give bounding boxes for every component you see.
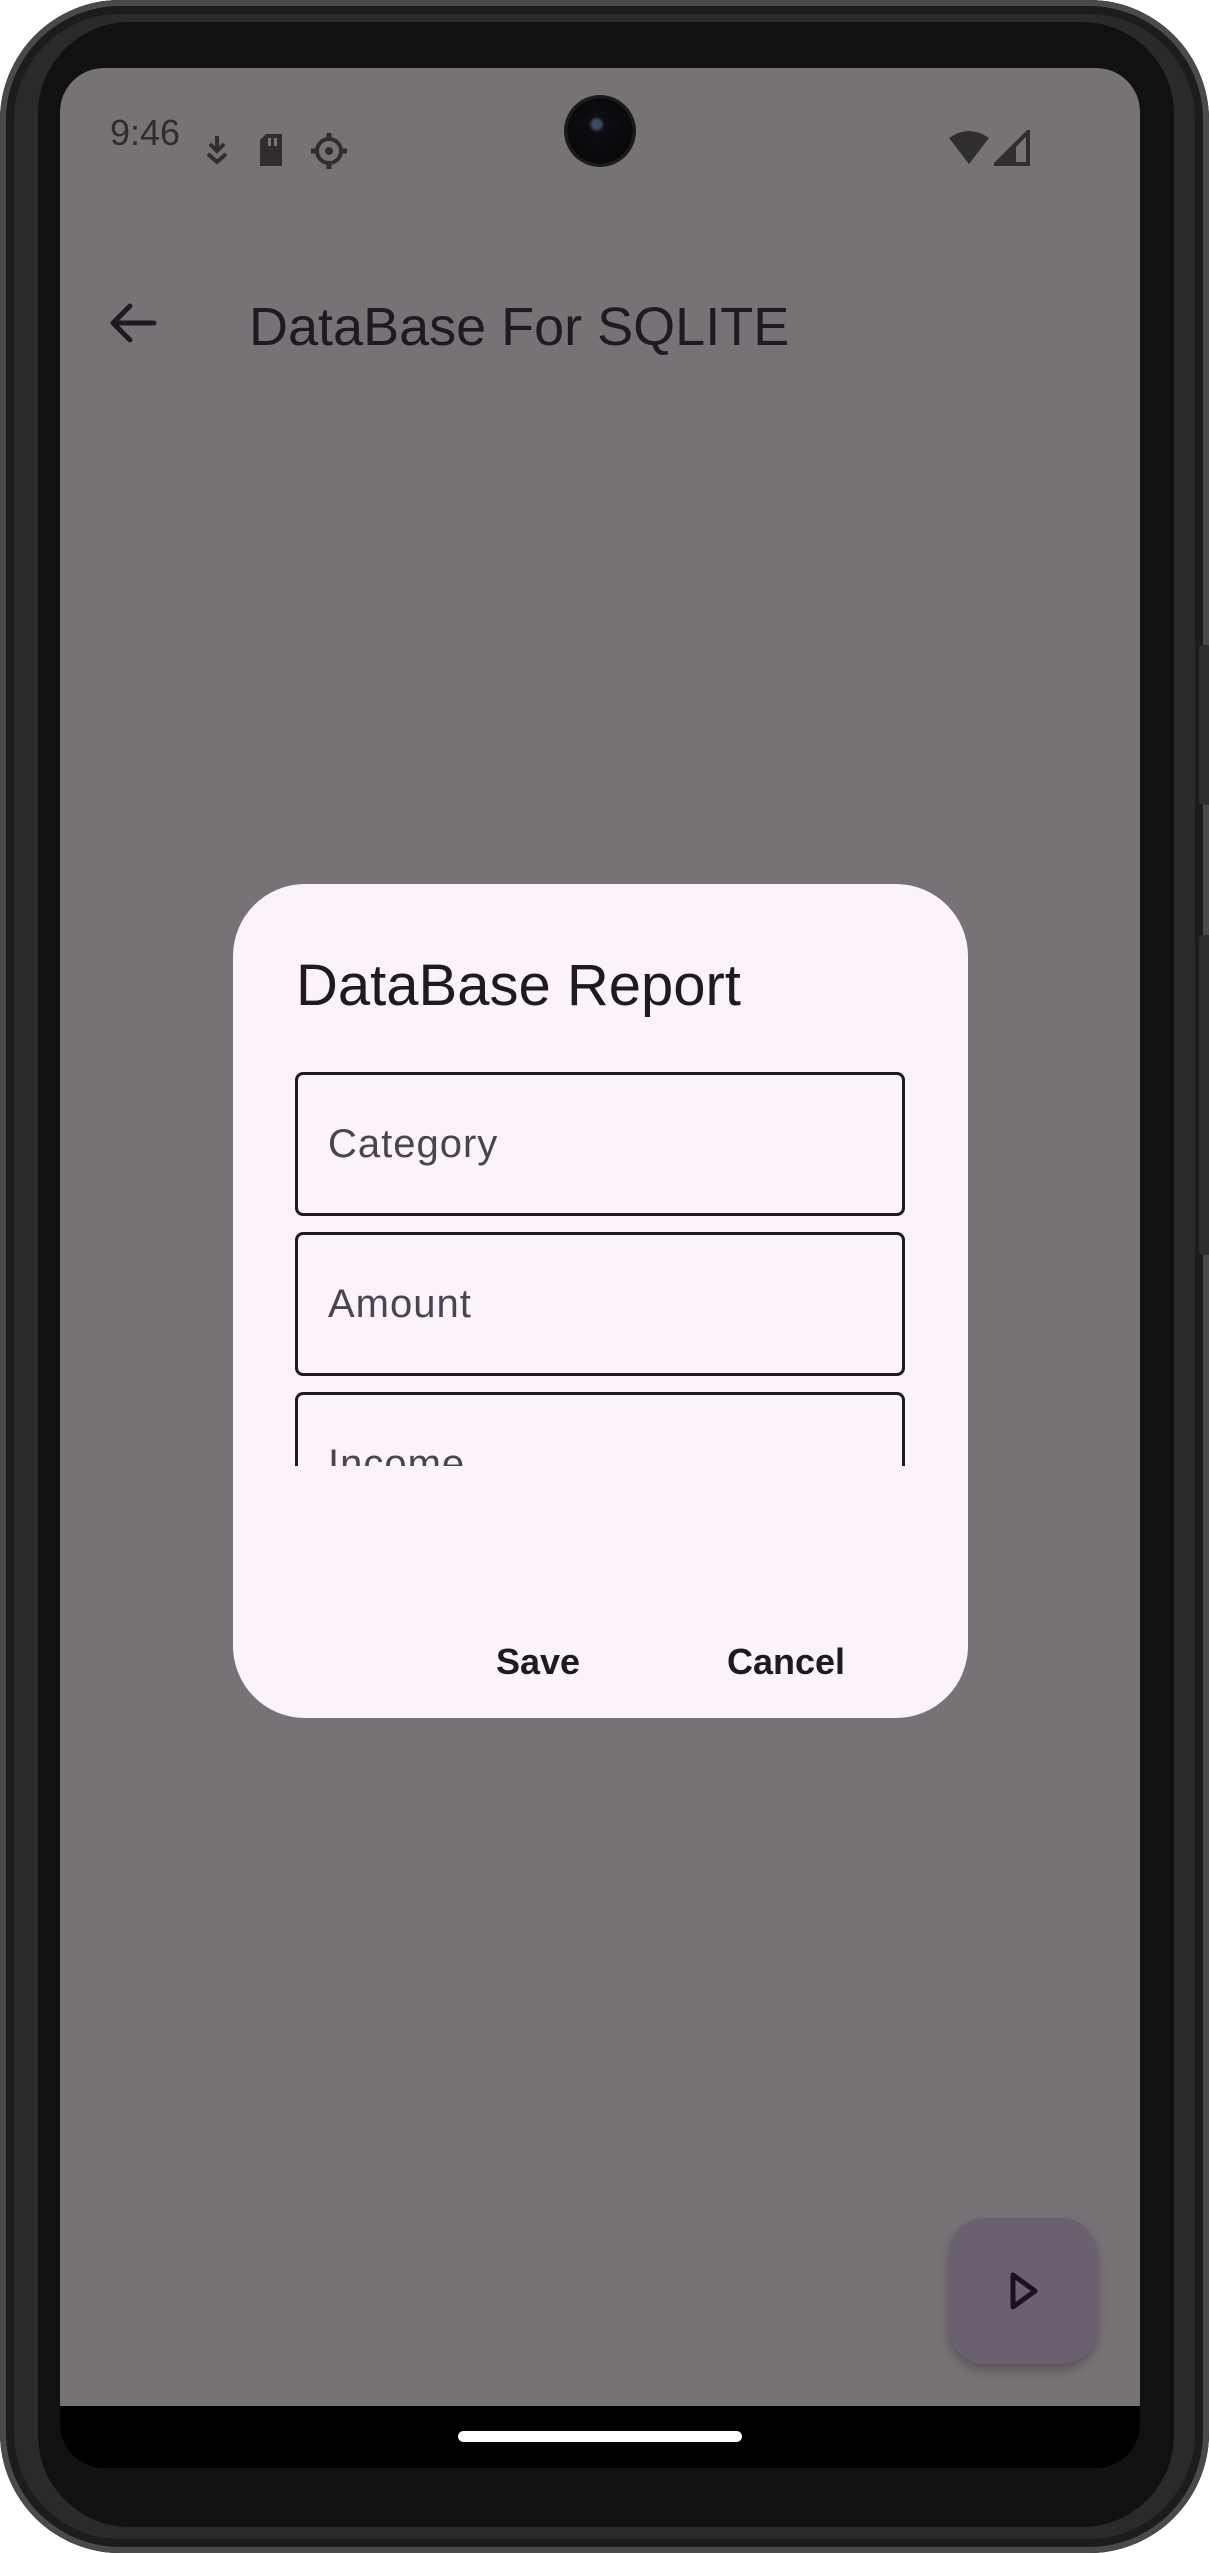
power-button [1199,935,1209,1255]
volume-button [1199,645,1209,805]
cancel-button[interactable]: Cancel [701,1622,871,1702]
category-input[interactable] [298,1075,902,1213]
cell-signal-icon [991,127,1030,171]
status-bar: 9:46 [60,68,1140,198]
income-field [295,1392,905,1466]
income-input[interactable] [298,1395,902,1466]
front-camera [567,98,633,164]
amount-input[interactable] [298,1235,902,1373]
top-app-bar: DataBase For SQLITE [60,258,1140,388]
download-icon [202,132,232,173]
sd-card-icon [256,132,286,173]
play-arrow-icon [1010,2272,1038,2310]
back-button[interactable] [98,288,168,358]
dialog-fields-scroll[interactable] [295,1072,905,1466]
settings-gear-icon [310,132,348,175]
category-field [295,1072,905,1216]
database-report-dialog: DataBase Report Save Cancel [233,884,968,1718]
amount-field [295,1232,905,1376]
app-title: DataBase For SQLITE [249,297,790,357]
arrow-back-icon [110,303,157,343]
play-fab[interactable] [949,2218,1097,2364]
dialog-title: DataBase Report [296,953,741,1018]
wifi-icon [948,130,990,171]
save-button[interactable]: Save [463,1622,613,1702]
status-time: 9:46 [110,112,181,153]
home-gesture-handle[interactable] [458,2431,742,2442]
